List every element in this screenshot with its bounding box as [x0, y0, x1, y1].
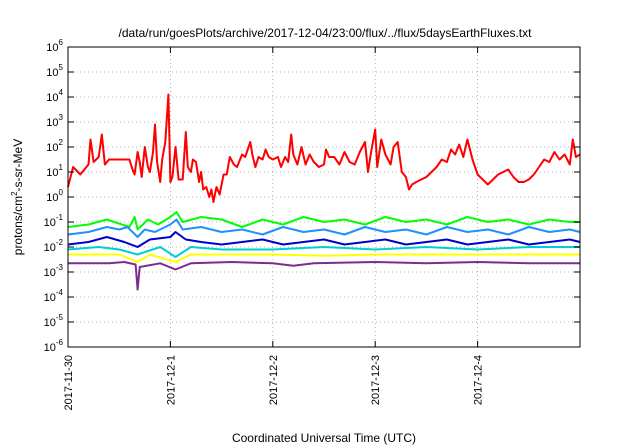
x-axis-ticks: 2017-11-30 2017-12-1 2017-12-2 2017-12-3 201… [63, 47, 485, 410]
y-tick-exponent: 1 [59, 163, 64, 172]
series-line-0 [67, 93, 581, 203]
y-tick-label: 100 [46, 188, 63, 204]
y-tick-label: 104 [46, 88, 63, 104]
y-tick-exponent: 0 [59, 188, 64, 197]
y-tick-base: 10 [44, 242, 56, 254]
y-tick-exponent: -1 [56, 213, 64, 222]
series-line-2 [67, 218, 581, 238]
y-tick-exponent: -2 [56, 238, 64, 247]
y-tick-exponent: 3 [59, 113, 64, 122]
x-axis-label: Coordinated Universal Time (UTC) [232, 431, 416, 445]
y-tick-exponent: -6 [56, 338, 64, 347]
series-layer [67, 93, 581, 291]
y-tick-exponent: 5 [59, 63, 64, 72]
y-tick-base: 10 [46, 167, 58, 179]
y-tick-label: 102 [46, 138, 63, 154]
y-tick-exponent: -5 [56, 313, 64, 322]
y-tick-base: 10 [46, 92, 58, 104]
y-tick-label: 10-3 [44, 263, 64, 279]
y-tick-label: 10-6 [44, 338, 64, 354]
y-tick-label: 101 [46, 163, 63, 179]
y-axis-label-sup: 2 [10, 191, 19, 196]
y-tick-exponent: 4 [59, 88, 64, 97]
y-tick-label: 10-5 [44, 313, 64, 329]
y-tick-base: 10 [46, 67, 58, 79]
x-tick-label: 2017-12-1 [165, 355, 177, 405]
series-line-4 [67, 246, 580, 258]
y-tick-exponent: -3 [56, 263, 64, 272]
grid [68, 47, 580, 347]
y-tick-base: 10 [44, 267, 56, 279]
y-tick-label: 10-4 [44, 288, 64, 304]
x-tick-label: 2017-12-3 [370, 355, 382, 405]
chart-title: /data/run/goesPlots/archive/2017-12-04/2… [119, 26, 533, 40]
series-line-3 [67, 231, 581, 248]
y-tick-label: 10-1 [44, 213, 64, 229]
series-line-6 [68, 261, 580, 291]
y-tick-base: 10 [44, 217, 56, 229]
y-tick-label: 105 [46, 63, 63, 79]
y-tick-base: 10 [46, 42, 58, 54]
y-tick-exponent: 6 [59, 38, 64, 47]
y-tick-base: 10 [44, 292, 56, 304]
y-tick-exponent: 2 [59, 138, 64, 147]
y-tick-label: 10-2 [44, 238, 64, 254]
y-tick-label: 106 [46, 38, 63, 54]
y-tick-base: 10 [46, 142, 58, 154]
x-tick-label: 2017-12-2 [268, 355, 280, 405]
y-tick-base: 10 [46, 192, 58, 204]
y-axis-ticks: 10-610-510-410-310-210-11001011021031041… [44, 38, 580, 354]
y-tick-exponent: -4 [56, 288, 64, 297]
y-axis-label-rest: -s-sr-MeV [11, 139, 25, 192]
y-axis-label-base: protons/cm [11, 196, 25, 255]
series-line-5 [68, 253, 580, 263]
y-tick-base: 10 [44, 317, 56, 329]
y-tick-base: 10 [46, 117, 58, 129]
y-axis-label: protons/cm2-s-sr-MeV [10, 139, 25, 255]
series-line-1 [67, 211, 580, 231]
x-tick-label: 2017-12-4 [473, 355, 485, 405]
y-tick-base: 10 [44, 342, 56, 354]
y-tick-label: 103 [46, 113, 63, 129]
x-tick-label: 2017-11-30 [63, 355, 75, 410]
